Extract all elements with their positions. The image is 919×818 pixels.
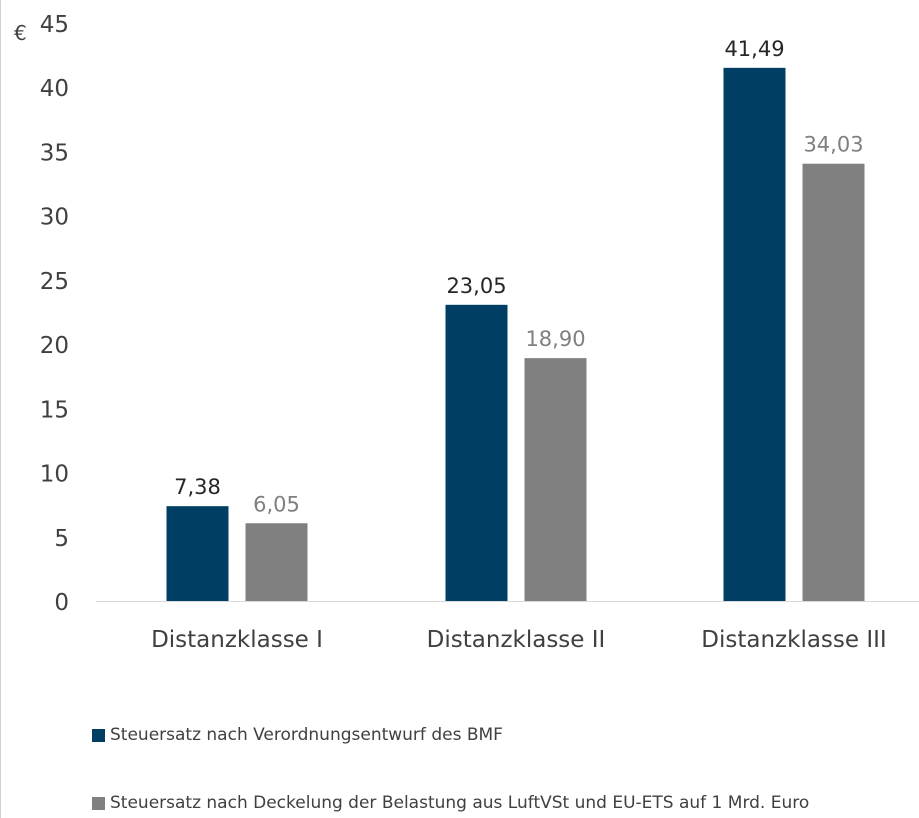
bar-bmf <box>445 304 508 601</box>
y-tick-label: 45 <box>40 12 69 38</box>
bar-chart: € 0 5 10 15 20 25 30 35 40 45 7,38 6,05 23,05 18,90 4… <box>14 12 919 653</box>
y-tick-label: 5 <box>54 526 69 552</box>
x-tick-label: Distanzklasse II <box>427 627 606 653</box>
y-tick-label: 10 <box>40 462 69 488</box>
legend-item-deckelung: Steuersatz nach Deckelung der Belastung … <box>92 793 809 813</box>
legend-label-deckelung: Steuersatz nach Deckelung der Belastung … <box>110 793 810 813</box>
x-axis-ticks: Distanzklasse I Distanzklasse II Distanzkl… <box>151 627 887 653</box>
y-axis-ticks: 0 5 10 15 20 25 30 35 40 45 <box>40 12 69 616</box>
x-tick-label: Distanzklasse I <box>151 627 323 653</box>
y-tick-label: 25 <box>40 269 69 295</box>
x-tick-label: Distanzklasse III <box>701 627 886 653</box>
legend-swatch-bmf <box>92 728 105 742</box>
bars: 7,38 6,05 23,05 18,90 41,49 34,03 <box>166 37 865 602</box>
data-label: 6,05 <box>253 492 300 516</box>
data-label: 23,05 <box>446 274 506 298</box>
y-unit-label: € <box>14 21 27 45</box>
left-border <box>0 0 1 818</box>
data-label: 34,03 <box>803 133 863 157</box>
y-tick-label: 40 <box>40 76 69 102</box>
y-tick-label: 0 <box>54 590 69 616</box>
legend-swatch-deckelung <box>92 796 105 810</box>
legend-label-bmf: Steuersatz nach Verordnungsentwurf des B… <box>110 725 503 745</box>
y-tick-label: 35 <box>40 140 69 166</box>
legend-item-bmf: Steuersatz nach Verordnungsentwurf des B… <box>92 725 503 745</box>
data-label: 41,49 <box>724 37 784 61</box>
data-label: 18,90 <box>525 327 585 351</box>
data-label: 7,38 <box>174 475 221 499</box>
y-tick-label: 20 <box>40 333 69 359</box>
bar-deckelung <box>802 163 865 602</box>
bar-deckelung <box>524 358 587 601</box>
bar-bmf <box>166 506 229 601</box>
y-tick-label: 15 <box>40 397 69 423</box>
bar-bmf <box>723 67 786 601</box>
y-tick-label: 30 <box>40 205 69 231</box>
bar-deckelung <box>245 523 308 601</box>
